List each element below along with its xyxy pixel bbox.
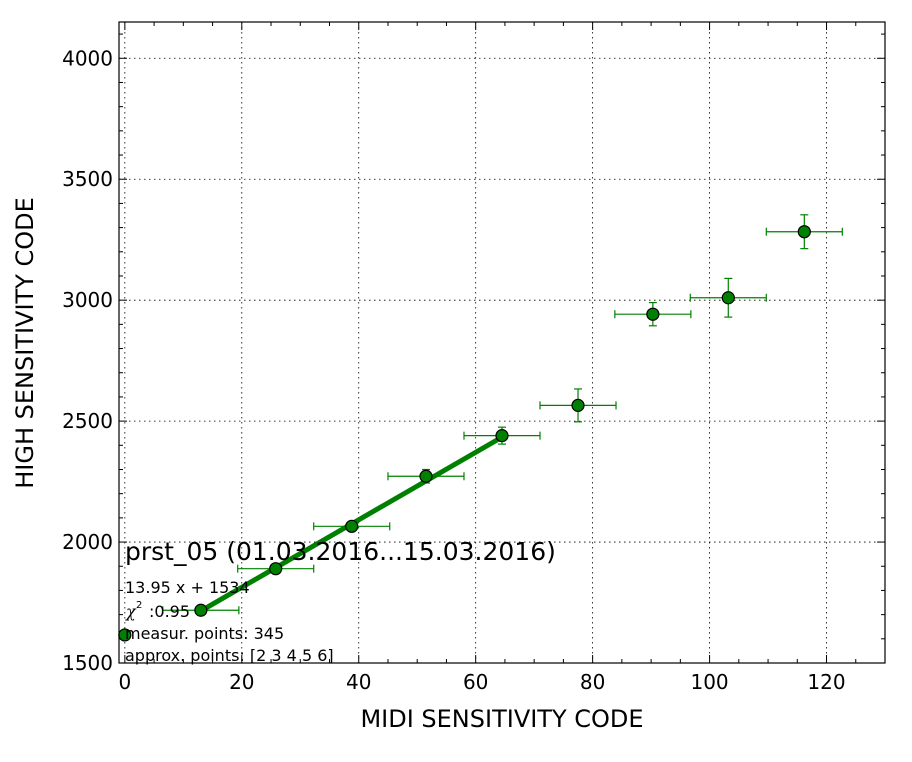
y-tick-label: 4000 <box>62 46 113 70</box>
y-tick-label: 3500 <box>62 167 113 191</box>
data-point <box>797 225 811 239</box>
x-tick-label: 100 <box>690 670 728 694</box>
data-point <box>419 469 433 483</box>
annotation-chi-superscript: 2 <box>136 600 142 611</box>
x-axis-title: MIDI SENSITIVITY CODE <box>360 705 643 733</box>
data-point <box>269 562 283 576</box>
data-point <box>345 519 359 533</box>
annotation-equation: 13.95 x + 1534 <box>125 578 250 597</box>
annotation-measur-points: measur. points: 345 <box>125 624 284 643</box>
annotation-approx-points: approx. points: [2 3 4 5 6] <box>125 646 334 665</box>
x-tick-label: 20 <box>229 670 254 694</box>
data-point <box>721 291 735 305</box>
data-point <box>571 398 585 412</box>
markers <box>118 225 811 642</box>
y-tick-labels: 1500 2000 2500 3000 3500 4000 <box>62 46 113 675</box>
y-tick-label: 3000 <box>62 288 113 312</box>
x-tick-label: 60 <box>463 670 488 694</box>
annotation-block: prst_05 (01.03.2016...15.03.2016) 13.95 … <box>125 537 556 665</box>
x-tick-label: 120 <box>807 670 845 694</box>
minor-ticks <box>119 22 886 663</box>
x-tick-label: 80 <box>580 670 605 694</box>
data-point <box>194 603 208 617</box>
y-tick-label: 1500 <box>62 651 113 675</box>
y-tick-label: 2500 <box>62 409 113 433</box>
x-tick-label: 40 <box>346 670 371 694</box>
plot-frame <box>118 21 886 664</box>
y-tick-label: 2000 <box>62 530 113 554</box>
x-tick-label: 0 <box>118 670 131 694</box>
y-axis-title: HIGH SENSITIVITY CODE <box>11 197 39 489</box>
grid <box>119 22 885 664</box>
data-point <box>495 429 509 443</box>
annotation-chi-symbol: χ <box>125 602 137 621</box>
data-point <box>646 307 660 321</box>
x-tick-labels: 0 20 40 60 80 100 120 <box>118 670 845 694</box>
annotation-chi-value: :0.95 <box>149 602 190 621</box>
annotation-title: prst_05 (01.03.2016...15.03.2016) <box>125 537 556 566</box>
